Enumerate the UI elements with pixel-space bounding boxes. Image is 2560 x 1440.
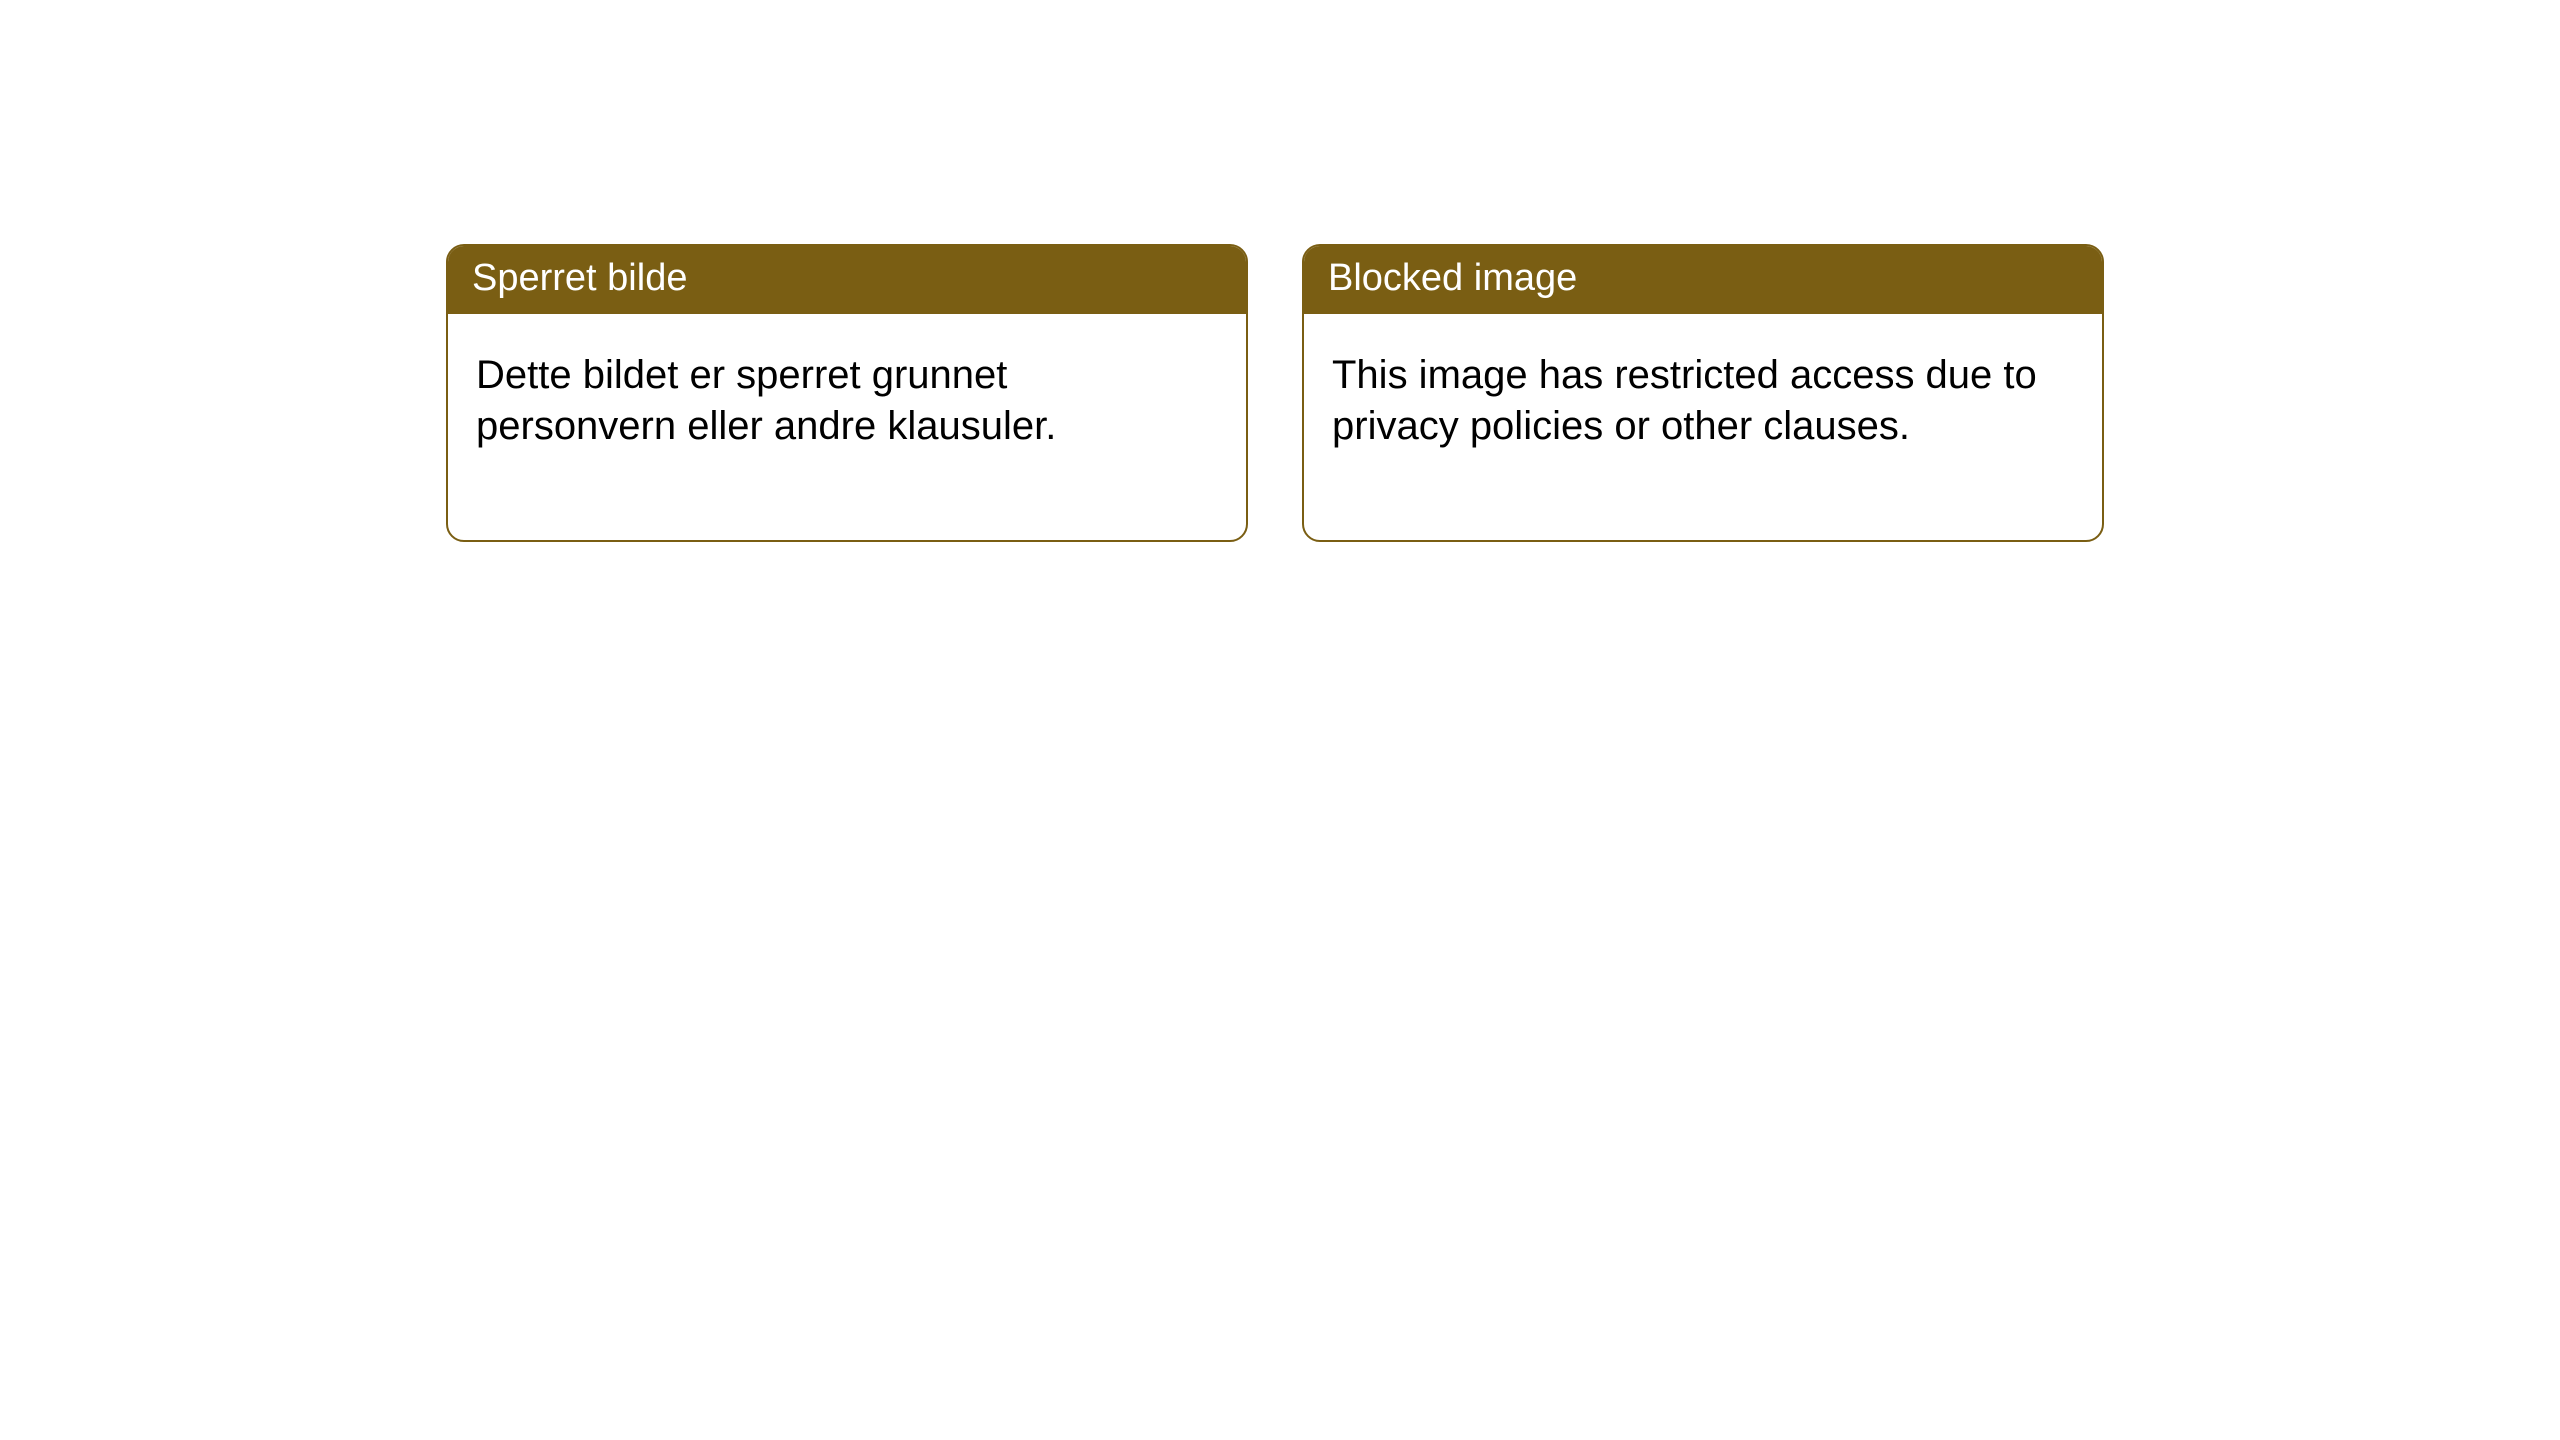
panel-header: Sperret bilde (448, 246, 1246, 314)
panel-header: Blocked image (1304, 246, 2102, 314)
panel-body-text: This image has restricted access due to … (1304, 314, 2102, 540)
blocked-image-panel-norwegian: Sperret bilde Dette bildet er sperret gr… (446, 244, 1248, 542)
blocked-image-panel-english: Blocked image This image has restricted … (1302, 244, 2104, 542)
panel-body-text: Dette bildet er sperret grunnet personve… (448, 314, 1246, 540)
blocked-image-panels: Sperret bilde Dette bildet er sperret gr… (446, 244, 2104, 542)
